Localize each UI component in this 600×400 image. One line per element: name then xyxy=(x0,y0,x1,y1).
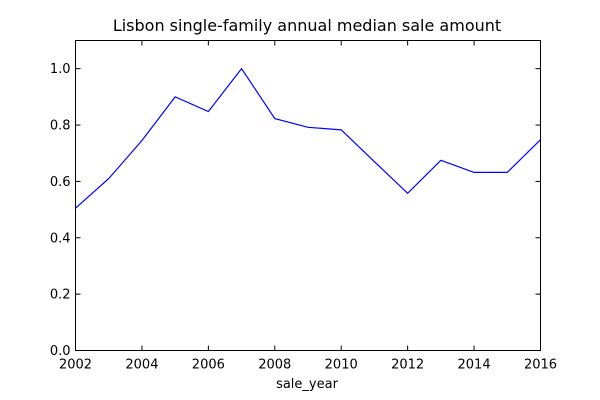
x-tick-label: 2002 xyxy=(59,358,92,373)
y-tick-label: 0.2 xyxy=(50,288,71,303)
x-tick-label: 2010 xyxy=(325,358,358,373)
y-tick-label: 0.8 xyxy=(50,119,71,134)
plot-area xyxy=(75,67,541,209)
y-tick-label: 0.6 xyxy=(50,175,71,190)
y-tick-label: 0.4 xyxy=(50,231,71,246)
x-tick-label: 2008 xyxy=(258,358,291,373)
series-line xyxy=(75,67,541,209)
x-tick-label: 2006 xyxy=(192,358,225,373)
x-tick-label: 2012 xyxy=(391,358,424,373)
x-axis: 2002 2004 2006 2008 2010 2012 2014 2016 xyxy=(59,40,557,373)
chart-title: Lisbon single-family annual median sale … xyxy=(113,16,501,35)
plot-frame xyxy=(75,40,541,351)
x-tick-label: 2004 xyxy=(125,358,158,373)
x-tick-label: 2014 xyxy=(458,358,491,373)
y-tick-label: 0.0 xyxy=(50,344,71,359)
x-axis-label: sale_year xyxy=(276,377,339,392)
x-tick-label: 2016 xyxy=(524,358,557,373)
y-tick-label: 1.0 xyxy=(50,62,71,77)
y-axis: 0.0 0.2 0.4 0.6 0.8 1.0 xyxy=(50,62,541,359)
